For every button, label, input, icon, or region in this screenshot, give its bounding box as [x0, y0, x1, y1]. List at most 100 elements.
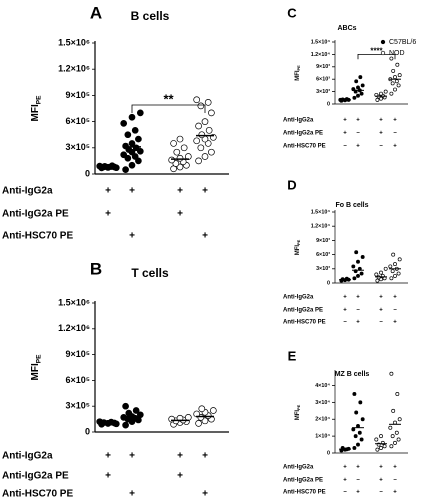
- row-sign: −: [379, 490, 383, 496]
- row-label: Anti-IgG2a: [283, 465, 314, 471]
- data-point: [197, 144, 205, 152]
- row-label: Anti-HSC70 PE: [2, 489, 73, 500]
- data-point: [359, 91, 364, 96]
- panel-letter: A: [90, 3, 102, 22]
- data-point: [351, 264, 356, 269]
- y-tick-label: 9×10³: [316, 238, 330, 244]
- data-point: [379, 96, 383, 101]
- y-tick-label: 1.5×10⁶: [58, 37, 90, 47]
- data-point: [351, 427, 356, 432]
- y-axis-label: MFIPE: [295, 404, 302, 420]
- data-point: [391, 408, 396, 413]
- significance-bracket: [131, 104, 206, 114]
- row-label: Anti-IgG2a PE: [283, 308, 323, 314]
- panel-title: MZ B cells: [335, 371, 370, 378]
- y-axis-label: MFIPE: [295, 239, 302, 255]
- data-point: [388, 264, 393, 269]
- y-tick-label: 2×10⁴: [315, 417, 330, 423]
- row-sign: +: [202, 489, 208, 500]
- panel-letter: E: [288, 348, 297, 363]
- panel-title: ABCs: [337, 25, 356, 32]
- row-sign: +: [379, 295, 383, 301]
- y-label-main: MFI: [30, 363, 41, 380]
- row-sign: −: [343, 320, 347, 326]
- row-label: Anti-HSC70 PE: [283, 144, 326, 150]
- data-point: [122, 421, 129, 429]
- row-label: Anti-HSC70 PE: [283, 320, 326, 326]
- data-point: [354, 79, 359, 84]
- data-point: [193, 137, 201, 145]
- y-tick-label: 0: [327, 280, 330, 286]
- panel-title: T cells: [131, 266, 169, 280]
- row-label: Anti-IgG2a PE: [2, 471, 69, 482]
- data-point: [198, 405, 206, 413]
- row-sign: +: [356, 118, 360, 124]
- y-label-sub: PE: [296, 404, 301, 410]
- row-sign: −: [343, 490, 347, 496]
- data-point: [379, 91, 383, 96]
- data-point: [201, 153, 209, 160]
- data-point: [379, 445, 383, 450]
- data-point: [208, 148, 215, 156]
- row-sign: +: [393, 320, 397, 326]
- y-axis-label: MFIPE: [295, 65, 302, 81]
- data-point: [201, 118, 209, 125]
- data-point: [393, 273, 397, 278]
- panel-letter: D: [287, 177, 296, 192]
- row-sign: −: [343, 144, 347, 150]
- y-tick-label: 6×10⁵: [66, 375, 91, 385]
- y-tick-label: 3×10⁴: [315, 400, 330, 406]
- data-point: [356, 442, 360, 447]
- row-sign: +: [129, 231, 135, 242]
- data-point: [394, 79, 399, 84]
- data-point: [356, 93, 360, 98]
- significance-label: ****: [370, 46, 383, 55]
- data-point: [125, 409, 133, 417]
- y-tick-label: 6×10⁵: [66, 116, 91, 126]
- row-sign: +: [393, 118, 397, 124]
- significance-label: **: [163, 91, 174, 106]
- data-point: [383, 266, 388, 271]
- significance-bracket: [357, 54, 396, 60]
- data-point: [198, 131, 206, 139]
- y-tick-label: 1.2×10⁶: [58, 64, 90, 74]
- row-sign: +: [177, 186, 183, 197]
- data-point: [388, 425, 393, 430]
- row-sign: +: [356, 465, 360, 471]
- row-sign: +: [379, 308, 383, 314]
- y-label-main: MFI: [295, 410, 301, 421]
- data-point: [209, 407, 217, 414]
- data-point: [204, 99, 212, 106]
- data-point: [390, 269, 395, 274]
- y-tick-label: 3×10³: [316, 266, 330, 272]
- data-point: [390, 81, 395, 86]
- row-label: Anti-IgG2a PE: [283, 131, 323, 137]
- data-point: [358, 400, 363, 405]
- data-point: [176, 154, 184, 162]
- row-sign: +: [343, 465, 347, 471]
- panel-title: Fo B cells: [335, 202, 368, 209]
- row-sign: +: [105, 209, 111, 220]
- data-point: [359, 271, 364, 276]
- data-point: [357, 430, 362, 435]
- row-sign: +: [356, 320, 360, 326]
- data-point: [360, 417, 365, 422]
- row-sign: −: [356, 131, 360, 137]
- data-point: [394, 430, 399, 435]
- data-point: [374, 437, 379, 442]
- row-label: Anti-IgG2a PE: [283, 478, 323, 484]
- legend-marker: [380, 50, 386, 56]
- legend-marker: [380, 39, 386, 45]
- data-point: [389, 56, 394, 61]
- row-sign: −: [379, 144, 383, 150]
- data-point: [393, 87, 397, 92]
- y-tick-label: 1.2×10⁴: [311, 224, 331, 230]
- row-sign: +: [393, 490, 397, 496]
- data-point: [122, 166, 129, 173]
- data-point: [356, 259, 360, 264]
- data-point: [375, 97, 380, 102]
- data-point: [195, 157, 202, 165]
- row-sign: +: [343, 295, 347, 301]
- y-label-sub: PE: [35, 95, 42, 104]
